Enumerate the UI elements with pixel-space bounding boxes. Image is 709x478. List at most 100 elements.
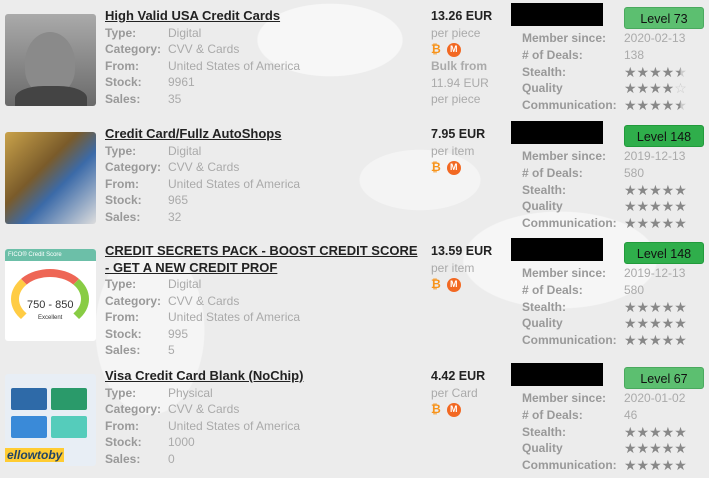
spec-label: From: (105, 310, 139, 324)
bulk-label: Bulk from (431, 59, 488, 73)
bitcoin-icon: ₿ (431, 160, 441, 175)
price-block: 4.42 EUR per Card ₿ M (431, 368, 511, 418)
seller-value: 138 (624, 47, 645, 62)
seller-label: # of Deals: (522, 165, 583, 180)
seller-label: Communication: (522, 216, 617, 231)
redacted-vendor-name (511, 3, 603, 26)
listing-row: FICO® Credit Score 750 - 850 Excellent CRE… (0, 235, 709, 357)
seller-label: # of Deals: (522, 282, 583, 297)
bulk-price: 11.94 EUR (431, 75, 489, 90)
spec-value: 35 (168, 91, 182, 106)
listing-row: High Valid USA Credit Cards Type: Digital… (0, 0, 709, 118)
spec-label: Type: (105, 25, 137, 40)
price-block: 7.95 EUR per item ₿ M (431, 126, 511, 176)
spec-type: Type: Digital (105, 25, 300, 42)
seller-value: 2019-12-13 (624, 149, 686, 163)
spec-value: 965 (168, 193, 189, 207)
listing-thumbnail[interactable]: FICO® Credit Score 750 - 850 Excellent (5, 249, 96, 341)
spec-value: CVV & Cards (168, 160, 240, 174)
seller-member-since: Member since: 2020-02-13 (522, 30, 687, 47)
price-unit: per item (431, 260, 475, 275)
seller-label: Member since: (522, 391, 607, 405)
price-unit: per piece (431, 25, 481, 40)
seller-label: Communication: (522, 458, 617, 473)
star-rating-icon: ★★★★★ (624, 181, 687, 198)
price: 13.59 EUR (431, 244, 493, 258)
spec-category: Category: CVV & Cards (105, 293, 300, 310)
listing-title-link[interactable]: Visa Credit Card Blank (NoChip) (105, 368, 304, 383)
listing-thumbnail[interactable]: ellowtoby (5, 374, 96, 466)
seller-label: Quality (522, 441, 563, 456)
seller-quality-rating: Quality ★★★★★ (522, 315, 687, 332)
seller-member-since: Member since: 2020-01-02 (522, 390, 687, 407)
spec-value: Digital (168, 277, 202, 291)
redacted-vendor-name (511, 238, 603, 261)
star-rating-icon: ★★★★★ (624, 440, 687, 457)
listing-thumbnail[interactable] (5, 14, 96, 106)
seller-label: Quality (522, 316, 563, 331)
spec-type: Type: Digital (105, 143, 300, 160)
spec-value: 5 (168, 343, 175, 357)
bitcoin-icon: ₿ (431, 42, 441, 57)
listing-title-link[interactable]: CREDIT SECRETS PACK - BOOST CREDIT SCORE… (105, 243, 418, 275)
spec-value: CVV & Cards (168, 293, 240, 308)
thumb-rating: Excellent (38, 315, 63, 321)
monero-icon: M (446, 160, 461, 175)
spec-value: 0 (168, 451, 175, 466)
seller-member-since: Member since: 2019-12-13 (522, 265, 687, 282)
spec-from: From: United States of America (105, 309, 300, 326)
spec-value: Digital (168, 143, 202, 158)
seller-label: Communication: (522, 98, 617, 113)
spec-value: United States of America (168, 310, 301, 324)
monero-icon: M (446, 277, 461, 292)
spec-stock: Stock: 1000 (105, 434, 300, 451)
spec-sales: Sales: 35 (105, 91, 300, 108)
seller-communication-rating: Communication: ★★★★★ (522, 457, 687, 474)
price: 4.42 EUR (431, 369, 486, 383)
spec-label: Stock: (105, 193, 142, 207)
spec-label: Category: (105, 42, 162, 56)
spec-value: United States of America (168, 58, 301, 73)
seller-deals: # of Deals: 580 (522, 282, 687, 299)
price-block: 13.59 EUR per item ₿ M (431, 243, 511, 293)
listing-row: Credit Card/Fullz AutoShops Type: Digital… (0, 118, 709, 236)
spec-label: Type: (105, 385, 137, 400)
vendor-level-badge: Level 67 (624, 367, 704, 389)
spec-value: 9961 (168, 75, 195, 89)
seller-value: 580 (624, 165, 645, 180)
thumb-brand: ellowtoby (5, 448, 65, 462)
seller-label: Stealth: (522, 64, 567, 79)
redacted-vendor-name (511, 363, 603, 386)
seller-quality-rating: Quality ★★★★★ (522, 198, 687, 215)
star-rating-icon: ★★★★★ (624, 457, 687, 474)
bitcoin-icon: ₿ (431, 402, 441, 417)
seller-communication-rating: Communication: ★★★★★ (522, 215, 687, 232)
spec-from: From: United States of America (105, 58, 300, 75)
spec-category: Category: CVV & Cards (105, 159, 300, 176)
monero-icon: M (446, 402, 461, 417)
spec-label: Stock: (105, 435, 142, 449)
seller-quality-rating: Quality ★★★★★ (522, 440, 687, 457)
spec-label: Sales: (105, 91, 141, 106)
seller-stealth-rating: Stealth: ★★★★★ (522, 64, 687, 81)
spec-label: Stock: (105, 326, 142, 341)
star-rating-icon: ★★★★★ (624, 332, 687, 349)
vendor-level-badge: Level 148 (624, 125, 704, 147)
spec-value: CVV & Cards (168, 402, 240, 416)
seller-deals: # of Deals: 138 (522, 47, 687, 64)
spec-label: Stock: (105, 75, 142, 89)
star-rating-icon: ★★★★★ (624, 215, 687, 232)
seller-label: Quality (522, 199, 563, 214)
listing-title-link[interactable]: High Valid USA Credit Cards (105, 8, 281, 23)
spec-label: From: (105, 176, 139, 191)
star-rating-icon: ★★★★★ (624, 97, 687, 114)
seller-info: Member since: 2019-12-13 # of Deals: 580 Ste… (522, 265, 687, 349)
listing-thumbnail[interactable] (5, 132, 96, 224)
listing-title-link[interactable]: Credit Card/Fullz AutoShops (105, 126, 282, 141)
spec-label: Category: (105, 293, 162, 308)
spec-label: From: (105, 58, 139, 73)
spec-value: CVV & Cards (168, 42, 240, 56)
seller-label: Member since: (522, 31, 607, 45)
bitcoin-icon: ₿ (431, 277, 441, 292)
listing-row: ellowtoby Visa Credit Card Blank (NoChip… (0, 360, 709, 478)
